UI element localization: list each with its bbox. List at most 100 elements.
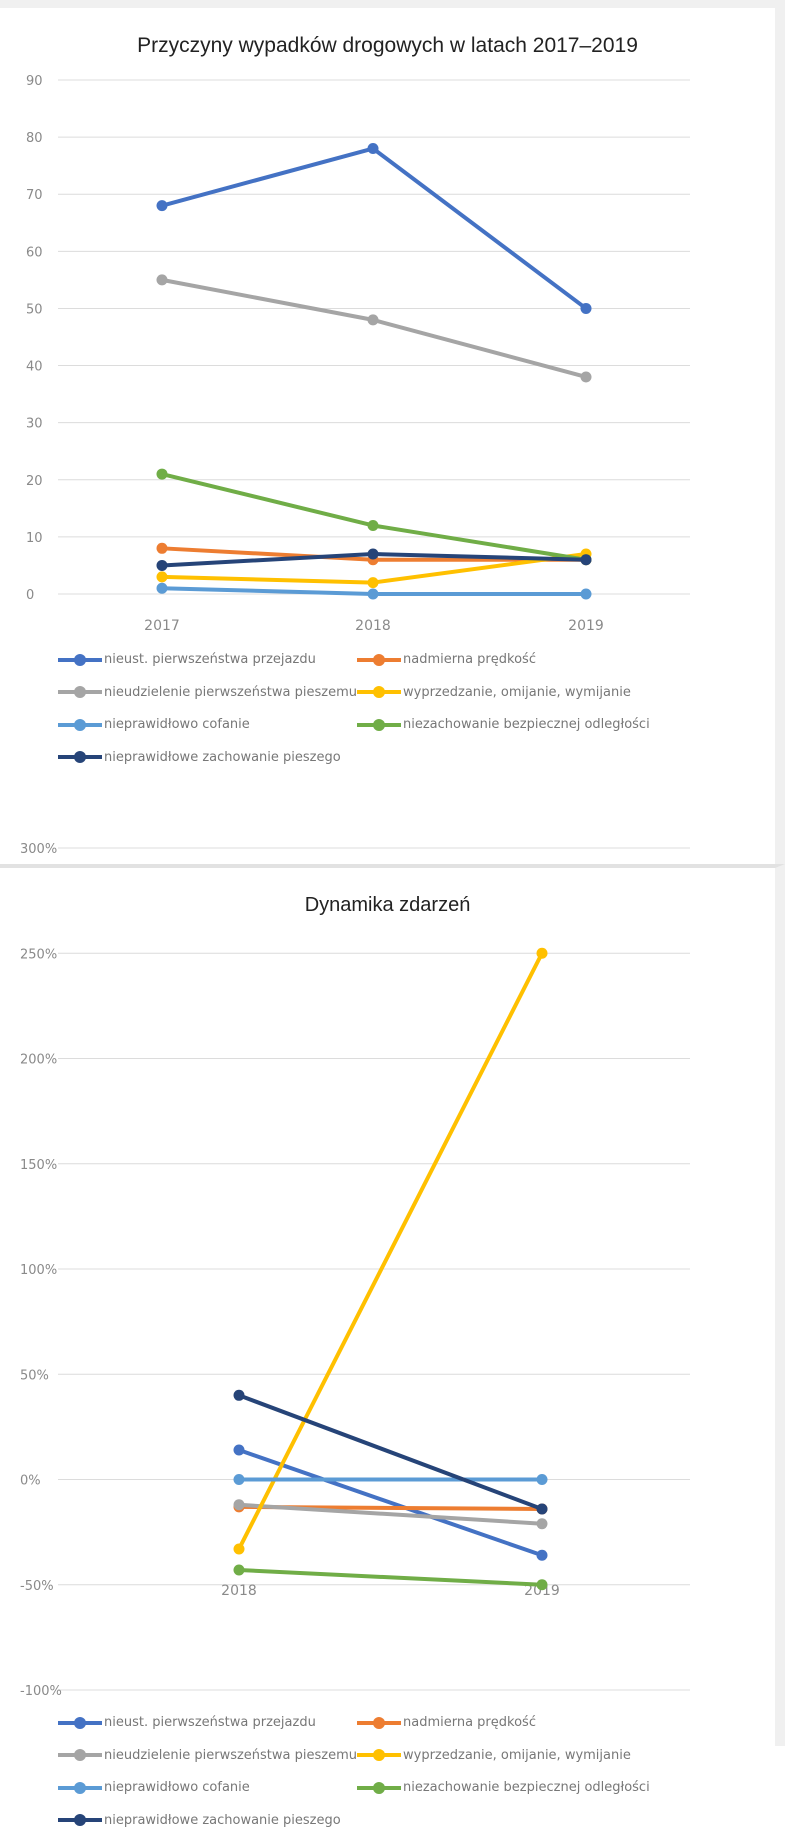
data-point — [156, 468, 168, 480]
legend-label: nieprawidłowo cofanie — [104, 717, 250, 732]
legend-swatch-icon — [58, 1716, 102, 1729]
legend-label: niezachowanie bezpiecznej odległości — [403, 717, 650, 732]
data-point — [367, 577, 379, 589]
y-tick-label: -100% — [20, 1684, 62, 1699]
series-line — [237, 1568, 544, 1587]
legend-item: wyprzedzanie, omijanie, wymijanie — [357, 685, 631, 700]
legend-swatch-icon — [357, 686, 401, 698]
data-point — [156, 274, 168, 286]
chart-title: Przyczyny wypadków drogowych w latach 20… — [137, 34, 638, 57]
legend-item: nieudzielenie pierwszeństwa pieszemu — [58, 685, 357, 700]
x-tick-label: 2019 — [568, 618, 604, 634]
series-line — [160, 146, 588, 311]
legend-label: nadmierna prędkość — [403, 1715, 536, 1730]
y-tick-label: 150% — [20, 1158, 57, 1173]
data-point — [536, 947, 548, 959]
y-tick-label: 40 — [26, 360, 43, 375]
legend-label: nieust. pierwszeństwa przejazdu — [104, 1715, 316, 1730]
legend-swatch-icon — [58, 718, 102, 731]
legend-item: nieust. pierwszeństwa przejazdu — [58, 652, 316, 667]
data-point — [536, 1518, 548, 1530]
chart-plot-dynamics: -100% -50% 0% 50% 100% 150% 200% 250% 300% 2018 20… — [20, 842, 690, 1699]
legend-item: nieudzielenie pierwszeństwa pieszemu — [58, 1748, 357, 1763]
data-point — [233, 1564, 245, 1576]
data-point — [156, 571, 168, 583]
y-tick-label: -50% — [20, 1579, 54, 1594]
legend-item: nadmierna prędkość — [357, 1715, 536, 1730]
legend-label: wyprzedzanie, omijanie, wymijanie — [403, 684, 631, 700]
y-tick-label: 50% — [20, 1368, 49, 1383]
legend-swatch-icon — [58, 1814, 102, 1826]
legend-swatch-icon — [357, 653, 401, 666]
chart-title: Dynamika zdarzeń — [304, 894, 471, 916]
chart-plot-accidents: 0 10 20 30 40 50 60 70 80 90 2017 2018 2019 — [26, 74, 690, 634]
x-tick-label: 2017 — [144, 618, 180, 634]
data-point — [367, 548, 379, 560]
y-tick-label: 100% — [20, 1263, 57, 1278]
legend-item: nadmierna prędkość — [357, 652, 536, 667]
legend-swatch-icon — [58, 751, 102, 763]
legend-label: nieudzielenie pierwszeństwa pieszemu — [104, 684, 357, 700]
x-tick-label: 2018 — [221, 1583, 257, 1599]
y-tick-label: 50 — [26, 302, 43, 317]
y-tick-label: 90 — [26, 74, 43, 89]
series-line — [160, 472, 588, 562]
y-tick-label: 300% — [20, 842, 57, 857]
data-point — [536, 1549, 548, 1561]
y-tick-label: 0% — [20, 1474, 41, 1489]
legend-item: nieprawidłowo cofanie — [58, 1780, 250, 1795]
y-tick-label: 60 — [26, 245, 43, 260]
series-line — [237, 1393, 544, 1511]
chart-panel-dynamics: Dynamika zdarzeń -100% -50% 0% 50% 100% 150% 2… — [0, 842, 785, 1828]
legend-label: nieprawidłowe zachowanie pieszego — [104, 749, 341, 765]
series-line — [237, 1502, 544, 1526]
legend-label: nadmierna prędkość — [403, 652, 536, 667]
legend-swatch-icon — [357, 1716, 401, 1729]
data-point — [233, 1389, 245, 1401]
x-tick-label: 2019 — [524, 1583, 560, 1599]
data-point — [580, 588, 592, 600]
legend-label: nieprawidłowe zachowanie pieszego — [104, 1812, 341, 1828]
legend-swatch-icon — [58, 1781, 102, 1794]
data-point — [156, 200, 168, 212]
data-point — [367, 143, 379, 155]
y-tick-label: 20 — [26, 474, 43, 489]
legend-label: niezachowanie bezpiecznej odległości — [403, 1780, 650, 1795]
data-point — [233, 1474, 245, 1485]
chart-panel-accidents: Przyczyny wypadków drogowych w latach 20… — [0, 0, 785, 864]
data-point — [233, 1543, 245, 1555]
legend-label: wyprzedzanie, omijanie, wymijanie — [403, 1747, 631, 1763]
legend-item: niezachowanie bezpiecznej odległości — [357, 1780, 650, 1795]
legend-label: nieust. pierwszeństwa przejazdu — [104, 652, 316, 667]
legend-item: nieprawidłowo cofanie — [58, 717, 250, 732]
legend-swatch-icon — [58, 653, 102, 666]
legend-item: wyprzedzanie, omijanie, wymijanie — [357, 1748, 631, 1763]
series-line — [237, 951, 544, 1551]
legend-swatch-icon — [58, 686, 102, 698]
y-tick-label: 0 — [26, 588, 34, 603]
data-point — [536, 1474, 548, 1485]
data-point — [536, 1579, 548, 1591]
series-line — [237, 1448, 544, 1558]
x-tick-label: 2018 — [355, 618, 391, 634]
y-tick-label: 80 — [26, 131, 43, 146]
data-point — [580, 554, 592, 566]
data-point — [233, 1444, 245, 1456]
data-point — [367, 519, 379, 531]
y-tick-label: 30 — [26, 417, 43, 432]
y-tick-label: 250% — [20, 947, 57, 962]
legend-label: nieprawidłowo cofanie — [104, 1780, 250, 1795]
data-point — [580, 302, 592, 314]
legend-item: nieprawidłowe zachowanie pieszego — [58, 750, 341, 765]
data-point — [536, 1503, 548, 1515]
legend-swatch-icon — [357, 718, 401, 731]
y-tick-label: 200% — [20, 1053, 57, 1068]
data-point — [233, 1499, 245, 1511]
data-point — [367, 314, 379, 326]
y-tick-label: 70 — [26, 188, 43, 203]
legend-swatch-icon — [357, 1749, 401, 1761]
y-tick-label: 10 — [26, 531, 43, 546]
legend-item: nieust. pierwszeństwa przejazdu — [58, 1715, 316, 1730]
data-point — [367, 588, 379, 600]
legend-item: nieprawidłowe zachowanie pieszego — [58, 1813, 341, 1828]
